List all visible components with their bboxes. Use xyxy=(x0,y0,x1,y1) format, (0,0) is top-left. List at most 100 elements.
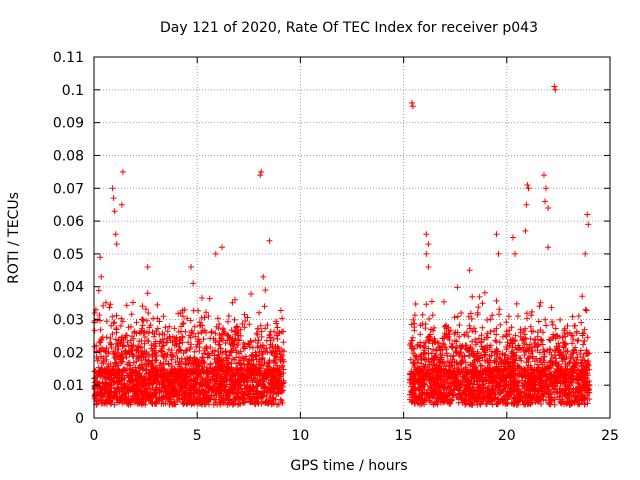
data-point xyxy=(476,383,483,390)
data-point xyxy=(527,335,534,342)
data-point xyxy=(448,386,455,392)
data-point xyxy=(97,373,104,380)
data-point xyxy=(511,401,518,408)
data-point xyxy=(492,391,499,398)
data-point xyxy=(116,370,122,377)
data-point xyxy=(409,103,416,110)
data-point xyxy=(215,315,221,322)
data-point xyxy=(541,351,548,358)
y-tick-label: 0.11 xyxy=(53,50,84,66)
data-point xyxy=(524,182,531,188)
data-point xyxy=(495,363,502,370)
data-point xyxy=(543,322,550,329)
data-point xyxy=(554,333,561,339)
data-point xyxy=(550,386,557,393)
data-point xyxy=(581,378,588,385)
data-point xyxy=(474,401,481,408)
data-point xyxy=(237,367,244,374)
data-point xyxy=(479,300,486,307)
data-point xyxy=(408,321,415,328)
data-point xyxy=(493,231,500,238)
data-point xyxy=(411,359,418,366)
y-tick-label: 0.06 xyxy=(53,214,84,230)
data-point xyxy=(248,291,255,297)
data-point xyxy=(178,385,185,392)
data-point xyxy=(476,293,483,300)
data-point xyxy=(111,394,118,401)
data-point xyxy=(582,375,588,381)
data-point xyxy=(228,364,235,371)
data-point xyxy=(203,391,210,398)
data-point xyxy=(463,370,470,377)
data-point xyxy=(277,371,284,378)
data-point xyxy=(488,388,494,395)
data-point xyxy=(257,343,264,350)
data-point xyxy=(561,325,568,332)
data-point xyxy=(91,327,98,334)
data-point xyxy=(138,329,145,336)
data-point xyxy=(203,343,210,350)
data-point xyxy=(130,299,136,306)
data-point xyxy=(554,389,561,396)
data-point xyxy=(487,316,494,323)
data-point xyxy=(241,343,248,350)
data-point xyxy=(481,352,488,359)
data-point xyxy=(430,356,437,363)
data-point xyxy=(551,347,558,354)
data-point xyxy=(420,363,427,370)
plot-frame xyxy=(93,56,611,419)
data-point xyxy=(265,387,272,393)
data-point xyxy=(214,354,221,361)
data-point xyxy=(479,398,486,405)
data-point xyxy=(558,400,565,407)
data-point xyxy=(171,325,178,332)
data-point xyxy=(451,331,458,337)
data-point xyxy=(569,313,576,320)
data-point xyxy=(256,309,263,316)
data-point xyxy=(510,234,516,241)
data-point xyxy=(169,363,176,370)
data-point xyxy=(274,324,281,331)
data-point xyxy=(531,358,538,365)
data-point xyxy=(122,395,129,402)
data-point xyxy=(115,337,122,344)
data-point xyxy=(187,317,194,324)
data-point xyxy=(499,377,506,384)
data-point xyxy=(583,307,590,314)
data-point xyxy=(522,379,529,385)
data-point xyxy=(227,334,234,341)
data-point xyxy=(225,318,231,325)
data-point xyxy=(446,390,453,397)
data-point xyxy=(160,400,167,407)
data-point xyxy=(440,340,447,347)
data-point xyxy=(429,367,436,374)
data-point xyxy=(208,329,215,336)
data-point xyxy=(228,399,235,406)
data-point xyxy=(114,396,121,403)
data-point xyxy=(164,328,171,335)
data-point xyxy=(108,367,115,374)
data-point xyxy=(250,367,257,374)
data-point xyxy=(215,351,222,358)
data-point xyxy=(579,293,586,300)
data-point xyxy=(546,336,553,343)
data-point xyxy=(479,370,486,377)
data-point xyxy=(498,376,505,383)
data-point xyxy=(264,322,271,328)
data-point xyxy=(545,390,552,397)
data-point xyxy=(110,363,117,370)
data-point xyxy=(169,339,176,346)
data-point xyxy=(219,350,226,357)
data-point xyxy=(466,398,473,405)
data-point xyxy=(482,376,489,383)
data-point xyxy=(127,399,134,406)
data-point xyxy=(117,340,124,347)
data-point xyxy=(581,338,588,344)
data-point xyxy=(125,343,132,350)
data-point xyxy=(218,335,225,342)
data-point xyxy=(408,337,415,344)
data-point xyxy=(119,168,126,175)
data-point xyxy=(430,370,437,377)
data-point xyxy=(115,384,122,391)
data-point xyxy=(548,377,555,384)
